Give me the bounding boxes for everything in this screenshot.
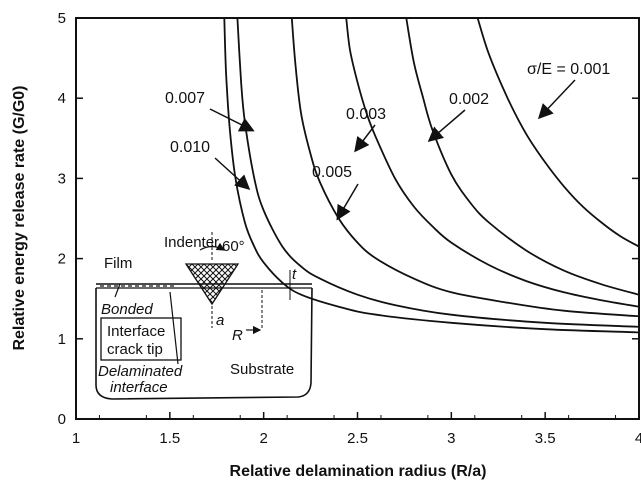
y-tick-label: 4 (58, 90, 66, 107)
y-tick-label: 1 (58, 331, 66, 348)
series-line-0.005 (290, 17, 640, 318)
delaminated-label: Delaminated (98, 363, 183, 380)
interface-crack-tip-box (100, 317, 182, 361)
x-tick-label: 3.5 (535, 430, 556, 447)
arrow-0.007 (209, 108, 255, 132)
curve-label-0.001: σ/E = 0.001 (527, 61, 610, 78)
series-line-0.002 (405, 17, 640, 296)
x-tick-label: 2.5 (347, 430, 368, 447)
arrow-0.005 (336, 183, 359, 221)
curves (223, 17, 640, 334)
bonded-label: Bonded (101, 301, 153, 318)
arrow-0.010 (214, 157, 251, 191)
a-label: a (216, 312, 224, 329)
delaminated-pointer (169, 291, 179, 365)
inset-schematic: Indenter 60° Film Bonded Interface crack… (95, 232, 313, 400)
y-tick-label: 2 (58, 251, 66, 268)
x-tick-label: 3 (447, 430, 455, 447)
indenter-shape (184, 263, 240, 306)
angle-label: 60° (222, 238, 245, 255)
curve-label-0.007: 0.007 (165, 90, 205, 107)
curve-label-0.005: 0.005 (312, 164, 352, 181)
y-axis-title: Relative energy release rate (G/G0) (11, 85, 28, 350)
x-axis-ticks: 1 1.5 2 2.5 3 3.5 4 (72, 412, 641, 447)
angle-arc (199, 242, 226, 251)
indenter-label: Indenter (164, 234, 219, 251)
y-tick-label: 3 (58, 170, 66, 187)
curve-label-0.010: 0.010 (170, 139, 210, 156)
curve-label-0.003: 0.003 (346, 106, 386, 123)
x-tick-label: 2 (259, 430, 267, 447)
interface-italic-label: interface (110, 379, 168, 396)
bonded-pointer (114, 283, 121, 298)
series-line-0.003 (345, 17, 640, 308)
series-line-0.010 (223, 17, 640, 334)
x-tick-label: 4 (635, 430, 641, 447)
arrow-0.001 (537, 79, 576, 120)
crack-tip-label: crack tip (107, 341, 163, 358)
series-line-0.001 (476, 17, 640, 248)
interface-label: Interface (107, 323, 165, 340)
arrow-0.002 (427, 109, 466, 142)
arrow-0.003 (354, 124, 376, 153)
substrate-label: Substrate (230, 361, 294, 378)
film-label: Film (104, 255, 132, 272)
y-tick-label: 0 (58, 411, 66, 428)
R-label: R (232, 327, 243, 344)
x-axis-title: Relative delamination radius (R/a) (230, 463, 487, 480)
y-tick-label: 5 (58, 10, 66, 27)
x-tick-label: 1 (72, 430, 80, 447)
x-tick-label: 1.5 (159, 430, 180, 447)
curve-label-0.002: 0.002 (449, 91, 489, 108)
t-label: t (292, 266, 297, 283)
substrate-outline (95, 287, 313, 400)
y-axis-ticks: 0 1 2 3 4 5 (58, 10, 639, 428)
